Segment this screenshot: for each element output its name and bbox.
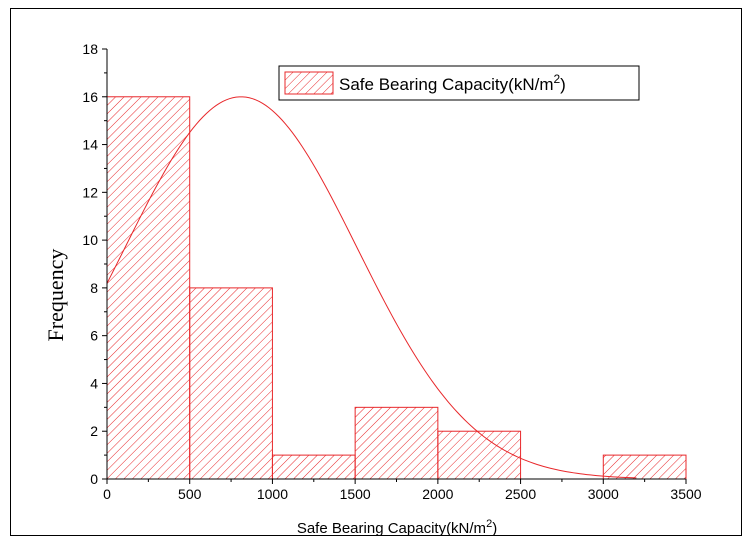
x-tick-label-2: 1000 <box>257 486 288 502</box>
histogram-bar-1 <box>189 287 273 480</box>
y-tick-label-4: 8 <box>90 280 98 296</box>
y-axis-label: Frequency <box>43 249 68 342</box>
histogram-bar-4 <box>437 430 522 480</box>
y-tick-label-8: 16 <box>82 89 98 105</box>
histogram-bar-0 <box>106 96 191 480</box>
legend-label: Safe Bearing Capacity(kN/m2) <box>339 72 566 94</box>
x-tick-label-4: 2000 <box>422 486 453 502</box>
y-tick-label-1: 2 <box>90 423 98 439</box>
y-tick-label-3: 6 <box>90 328 98 344</box>
x-tick-label-7: 3500 <box>670 486 701 502</box>
x-tick-label-5: 2500 <box>505 486 536 502</box>
normal-fit-curve <box>106 96 637 479</box>
y-tick-label-2: 4 <box>90 375 98 391</box>
x-tick-label-0: 0 <box>103 486 111 502</box>
y-tick-label-6: 12 <box>82 184 98 200</box>
y-tick-label-9: 18 <box>82 41 98 57</box>
x-axis-label: Safe Bearing Capacity(kN/m2) <box>297 518 497 537</box>
histogram-bar-5 <box>602 454 687 480</box>
histogram-bar-2 <box>271 454 356 480</box>
legend-box <box>278 65 640 101</box>
y-tick-label-5: 10 <box>82 232 98 248</box>
legend: Safe Bearing Capacity(kN/m2) <box>278 65 640 101</box>
y-tick-label-7: 14 <box>82 137 98 153</box>
histogram-bars <box>106 96 687 480</box>
ticks: 0 500 1000 1500 2000 2500 3000 3500 0 2 4 6 8 10 12 14 1… <box>82 41 701 502</box>
legend-swatch <box>284 71 334 95</box>
x-tick-label-6: 3000 <box>588 486 619 502</box>
x-tick-label-3: 1500 <box>340 486 371 502</box>
histogram-bar-3 <box>354 406 439 480</box>
x-tick-label-1: 500 <box>178 486 202 502</box>
y-tick-label-0: 0 <box>90 471 98 487</box>
